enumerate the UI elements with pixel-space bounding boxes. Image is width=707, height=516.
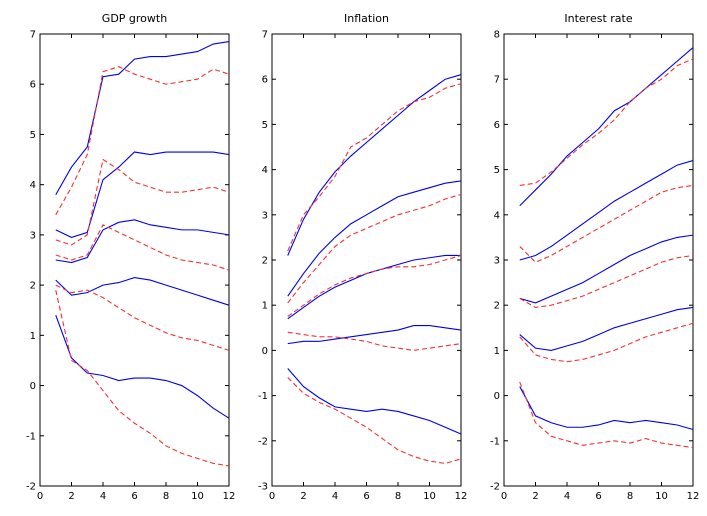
panel-gdp-growth: GDP growth 0 2 4 6 8 10 12 -2 -1 0 1 2 3 4 5 6 7: [6, 10, 237, 516]
series-blue-solid-q30: [55, 277, 230, 306]
x-tick-label: 10: [655, 491, 668, 502]
y-tick-label: 3: [494, 256, 500, 267]
series-red-dashed-q30: [55, 284, 230, 351]
x-tick-label: 8: [627, 491, 633, 502]
y-tick-label: 8: [494, 30, 500, 41]
y-tick-label: 0: [30, 381, 36, 392]
series-blue-solid-q70: [287, 180, 462, 297]
x-tick-label: 6: [363, 491, 369, 502]
series-blue-solid-q10: [287, 368, 462, 435]
series-red-dashed-q10: [55, 290, 230, 467]
y-tick-label: 4: [30, 180, 36, 191]
series-blue-solid-q90: [287, 74, 462, 256]
x-tick-label: 8: [163, 491, 169, 502]
y-tick-label: 1: [262, 301, 268, 312]
chart-title-gdp-growth: GDP growth: [101, 12, 168, 25]
x-tick-label: 12: [455, 491, 468, 502]
axis-box: [39, 33, 230, 487]
series-red-dashed-q70: [287, 193, 462, 304]
y-tick-label: -2: [258, 436, 268, 447]
series-blue-solid-q30: [519, 306, 694, 351]
y-tick-label: -3: [258, 482, 268, 493]
x-tick-label: 10: [191, 491, 204, 502]
y-tick-label: 7: [494, 75, 500, 86]
series-red-dashed-q90: [55, 66, 230, 216]
x-tick-label: 12: [687, 491, 700, 502]
y-tick-label: 2: [262, 256, 268, 267]
y-tick-label: 7: [262, 30, 268, 41]
panel-inflation: Inflation 0 2 4 6 8 10 12 -3 -2 -1 0 1 2 3 4 5 6 7: [238, 10, 469, 516]
y-tick-label: 4: [262, 165, 268, 176]
y-tick-label: 2: [494, 301, 500, 312]
series-blue-solid-q50: [519, 234, 694, 304]
x-tick-label: 0: [37, 491, 43, 502]
x-tick-label: 6: [131, 491, 137, 502]
x-tick-label: 0: [269, 491, 275, 502]
y-tick-label: 5: [494, 165, 500, 176]
series-red-dashed-q50: [287, 254, 462, 317]
x-tick-label: 2: [532, 491, 538, 502]
series-red-dashed-q90: [519, 58, 694, 186]
series-blue-solid-q90: [55, 40, 230, 195]
series-red-dashed-q70: [55, 158, 230, 246]
y-tick-label: 6: [30, 80, 36, 91]
x-tick-label: 2: [68, 491, 74, 502]
series-red-dashed-q90: [287, 83, 462, 252]
y-tick-label: 2: [30, 281, 36, 292]
y-tick-label: 4: [494, 210, 500, 221]
series-red-dashed-q10: [287, 377, 462, 464]
y-tick-label: -2: [26, 482, 36, 493]
series-blue-solid-q70: [519, 160, 694, 261]
y-tick-label: -2: [490, 482, 500, 493]
series-red-dashed-q70: [519, 184, 694, 263]
x-tick-label: 0: [501, 491, 507, 502]
series-blue-solid-q90: [519, 47, 694, 207]
y-tick-label: 7: [30, 30, 36, 41]
x-tick-label: 4: [100, 491, 106, 502]
y-tick-label: 1: [494, 346, 500, 357]
y-tick-label: 5: [30, 130, 36, 141]
series-red-dashed-q50: [55, 224, 230, 271]
x-tick-label: 8: [395, 491, 401, 502]
series-blue-solid-q10: [519, 386, 694, 431]
x-tick-label: 4: [332, 491, 338, 502]
series-red-dashed-q30: [287, 331, 462, 351]
y-tick-label: 6: [262, 75, 268, 86]
series-red-dashed-q30: [519, 322, 694, 363]
y-tick-label: 3: [262, 210, 268, 221]
x-tick-label: 12: [223, 491, 236, 502]
x-tick-label: 6: [595, 491, 601, 502]
series-blue-solid-q30: [287, 324, 462, 345]
x-tick-label: 10: [423, 491, 436, 502]
y-tick-label: 3: [30, 230, 36, 241]
chart-title-interest-rate: Interest rate: [564, 12, 633, 25]
axis-box: [503, 33, 694, 487]
panel-interest-rate: Interest rate 0 2 4 6 8 10 12 -2 -1 0 1 2 3 4 5 6 7 8: [470, 10, 701, 516]
y-tick-label: -1: [26, 431, 36, 442]
x-tick-label: 4: [564, 491, 570, 502]
series-blue-solid-q50: [55, 219, 230, 264]
x-tick-label: 2: [300, 491, 306, 502]
y-tick-label: -1: [490, 436, 500, 447]
y-tick-label: 6: [494, 120, 500, 131]
y-tick-label: 1: [30, 331, 36, 342]
series-blue-solid-q70: [55, 151, 230, 238]
series-red-dashed-q50: [519, 254, 694, 309]
y-tick-label: -1: [258, 391, 268, 402]
y-tick-label: 0: [494, 391, 500, 402]
y-tick-label: 5: [262, 120, 268, 131]
chart-title-inflation: Inflation: [344, 12, 389, 25]
series-blue-solid-q10: [55, 315, 230, 419]
y-tick-label: 0: [262, 346, 268, 357]
series-red-dashed-q10: [519, 381, 694, 449]
axis-box: [271, 33, 462, 487]
